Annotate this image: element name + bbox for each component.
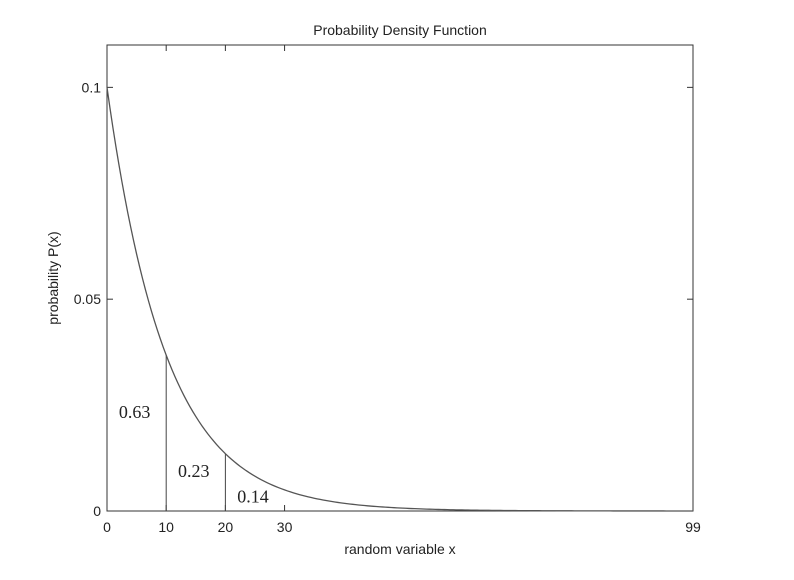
y-axis-label: probability P(x) [45,231,61,324]
axes-frame [106,44,694,512]
x-tick-label: 30 [277,519,293,535]
area-label: 0.23 [178,461,210,481]
y-axis: 0 0.05 0.1 [74,79,693,519]
area-label: 0.14 [237,487,269,507]
area-label: 0.63 [119,402,150,422]
area-annotations: 0.63 0.23 0.14 [119,402,269,507]
chart-title: Probability Density Function [313,22,487,38]
x-tick-label: 0 [103,519,111,535]
y-tick-label: 0.05 [74,291,101,307]
y-tick-label: 0 [93,503,101,519]
y-tick-label: 0.1 [82,79,102,95]
x-tick-label: 10 [158,519,174,535]
x-tick-label: 20 [218,519,234,535]
x-tick-label: 99 [685,519,701,535]
x-axis-label: random variable x [344,541,455,557]
interval-lines [165,355,226,511]
density-curve [106,87,693,512]
